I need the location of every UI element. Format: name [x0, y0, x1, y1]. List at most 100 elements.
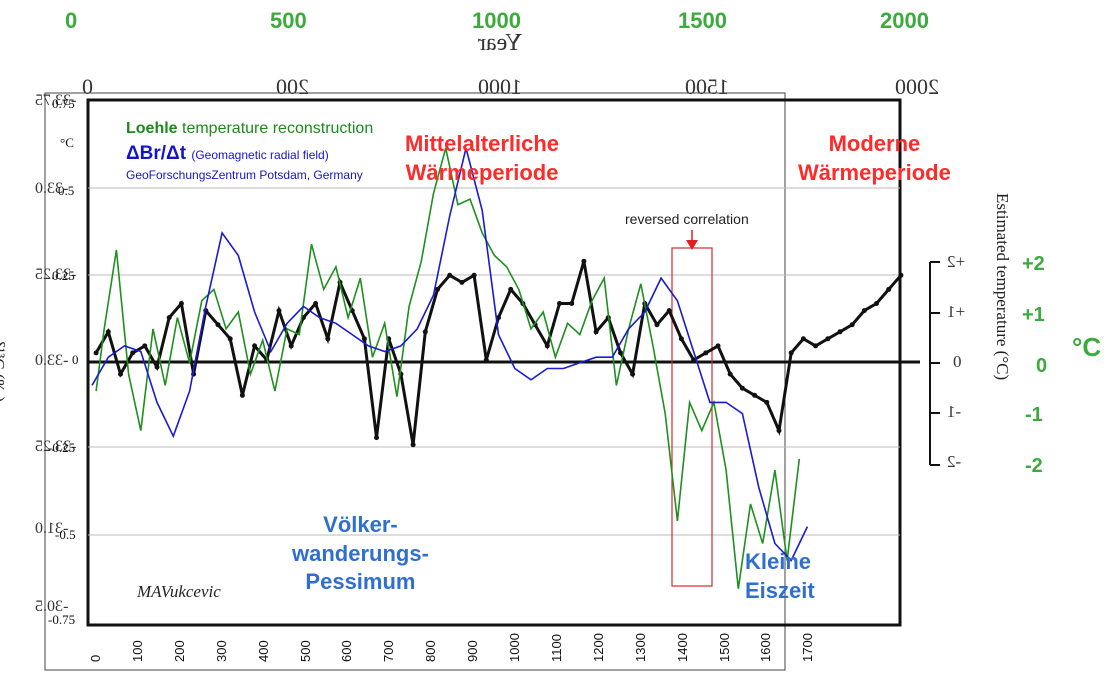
series-black-point [374, 435, 379, 441]
series-black-point [166, 315, 172, 321]
top-axis-tick-0: 0 [65, 8, 78, 33]
series-black-point [630, 371, 636, 377]
series-black-point [325, 336, 331, 342]
x-tick-label: 800 [423, 640, 439, 662]
series-black-point [313, 301, 319, 306]
series-black-line [94, 260, 903, 445]
annotation-voelker: Völker- wanderungs- Pessimum [292, 511, 429, 597]
annotation-little-ice-line1: Kleine [745, 549, 812, 574]
annotation-medieval-line2: Wärmeperiode [405, 159, 559, 185]
right-mirror-tick-p2: +2 [947, 252, 966, 271]
overlay-tick-m075: -0.75 [48, 612, 76, 627]
x-tick-label: 200 [171, 640, 187, 662]
right-green-tick-p2: +2 [1022, 253, 1045, 275]
annotation-medieval: Mittelalterliche Wärmeperiode [405, 130, 559, 187]
series-black-point [776, 428, 782, 434]
annotation-modern-line2: Wärmeperiode [798, 159, 951, 185]
annotation-voelker-line2: wanderungs- [292, 540, 429, 566]
series-black-point [361, 336, 367, 342]
series-black-point [215, 322, 221, 328]
series-black-point [581, 258, 587, 264]
annotation-voelker-line1: Völker- [323, 512, 398, 537]
annotation-reversed: reversed correlation [625, 211, 749, 227]
left-axis-label: δ¹³C (‰) [0, 340, 8, 403]
x-tick-label: 1600 [758, 633, 774, 662]
right-mirror-tick-p1: +1 [947, 302, 966, 321]
series-black-point [154, 364, 160, 370]
annotation-modern-line1: Moderne [828, 131, 921, 156]
x-tick-label: 1300 [632, 633, 648, 662]
x-tick-label: 1400 [674, 633, 690, 662]
series-black-point [410, 442, 416, 448]
series-black-point [874, 301, 879, 306]
series-black-point [800, 336, 806, 342]
series-black-point [276, 308, 282, 314]
series-black-point [130, 350, 136, 356]
right-mirror-tick-m1: -1 [947, 402, 962, 421]
annotation-modern: Moderne Wärmeperiode [798, 130, 951, 187]
series-black-point [825, 336, 831, 342]
series-layer [91, 147, 904, 589]
series-black-point [227, 336, 233, 342]
series-black-point [886, 286, 892, 292]
series-black-point [142, 343, 148, 349]
x-tick-label: 900 [465, 640, 481, 662]
series-blue-line [91, 147, 809, 562]
legend-loehle-name: Loehle [126, 120, 178, 137]
series-black-point [496, 315, 501, 321]
overlay-tick-025: 0.25 [52, 268, 75, 283]
legend-geomag: ΔBr/Δt (Geomagnetic radial field) [126, 143, 329, 165]
series-black-point [118, 371, 123, 377]
right-green-unit: °C [1072, 332, 1102, 362]
series-black-point [252, 343, 258, 349]
series-black-point [739, 385, 745, 391]
legend-loehle: Loehle temperature reconstruction [126, 120, 373, 138]
x-tick-label: 300 [213, 640, 229, 662]
overlay-tick-m025: -0.25 [48, 440, 76, 455]
x-tick-label: 1100 [548, 634, 564, 662]
x-tick-label: 1200 [590, 633, 606, 662]
series-black-point [508, 286, 514, 292]
series-black-point [813, 343, 819, 349]
x-tick-label: 100 [129, 640, 145, 662]
series-black-point [837, 329, 843, 335]
series-black-point [459, 279, 465, 285]
right-green-tick-0: 0 [1036, 355, 1048, 377]
series-black-point [764, 399, 770, 405]
top-axis-tick-1000: 1000 [472, 8, 521, 33]
x-tick-label: 500 [297, 640, 313, 662]
annotation-medieval-line1: Mittelalterliche [405, 131, 560, 156]
series-black-point [593, 329, 599, 335]
series-black-point [715, 343, 721, 349]
series-black-point [178, 301, 184, 306]
overlay-unit: °C [60, 135, 74, 150]
series-black-point [93, 350, 99, 356]
series-black-point [422, 329, 428, 335]
x-tick-label: 1500 [716, 633, 732, 662]
overlay-tick-05: 0.5 [58, 183, 75, 198]
reversed-arrow-head [686, 240, 698, 250]
top-axis-tick-1500: 1500 [678, 8, 727, 33]
x-tick-label: 600 [339, 640, 355, 662]
series-black-point [544, 343, 550, 349]
right-mirror-tick-m2: -2 [947, 452, 962, 471]
series-black-point [618, 350, 623, 356]
x-tick-label: 1000 [507, 633, 522, 662]
overlay-tick-0: 0 [72, 352, 79, 367]
right-mirror-label: Estimated temperature (°C) [993, 193, 1012, 381]
top-axis-tick-2000: 2000 [880, 8, 929, 33]
outer-frame [44, 92, 786, 671]
x-tick-label: 1700 [800, 633, 816, 662]
series-black-point [666, 308, 672, 314]
right-mirror-tick-0: 0 [953, 352, 962, 371]
series-black-point [678, 336, 684, 342]
x-tick-label: 700 [381, 640, 397, 662]
series-black-point [288, 343, 294, 349]
left-tick-4: -33.0 [35, 352, 69, 369]
overlay-tick-075: 0.75 [52, 96, 75, 111]
legend-source: GeoForschungsZentrum Potsdam, Germany [126, 168, 363, 182]
series-black-point [471, 272, 477, 278]
annotation-little-ice-line2: Eiszeit [745, 577, 815, 603]
series-green-line [95, 147, 801, 589]
